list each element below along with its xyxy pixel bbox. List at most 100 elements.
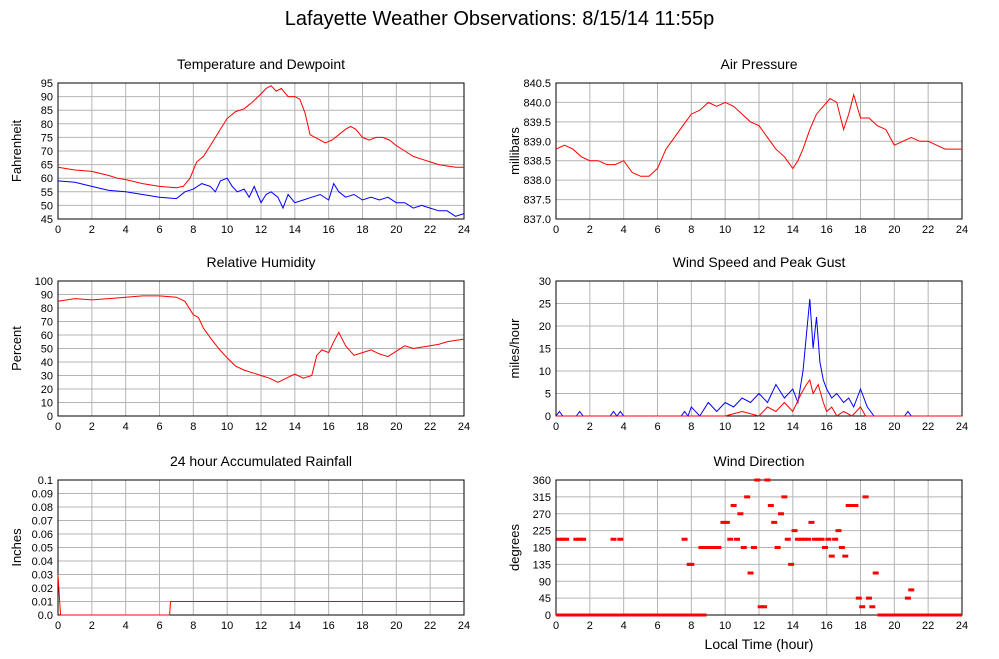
x-tick-label: 24 [458, 620, 470, 632]
data-point [580, 537, 587, 541]
x-tick-label: 14 [787, 620, 799, 632]
series-line-2 [556, 378, 962, 417]
x-tick-label: 6 [156, 421, 162, 433]
x-tick-label: 2 [89, 421, 95, 433]
plot-frame [57, 479, 465, 616]
x-tick-label: 24 [956, 421, 968, 433]
y-tick-label: 0.0 [38, 610, 53, 622]
y-tick-label: 80 [41, 119, 53, 131]
series-line-1 [555, 92, 962, 177]
x-tick-label: 18 [356, 620, 368, 632]
data-point [845, 504, 852, 507]
x-tick-label: 10 [221, 224, 233, 236]
data-point [734, 537, 741, 541]
x-tick-label: 8 [688, 620, 694, 632]
y-tick-label: 0 [545, 411, 551, 423]
x-tick-label: 22 [424, 224, 436, 236]
x-tick-label: 6 [156, 620, 162, 632]
data-point [747, 571, 754, 575]
chart-title: Relative Humidity [207, 254, 316, 270]
x-tick-label: 0 [55, 421, 61, 433]
plot-frame [57, 82, 465, 220]
y-axis-label: millibars [507, 127, 522, 175]
x-tick-label: 2 [89, 224, 95, 236]
data-point [681, 537, 688, 541]
y-tick-label: 0.05 [32, 543, 53, 555]
x-tick-label: 18 [356, 224, 368, 236]
x-tick-label: 20 [888, 224, 900, 236]
y-tick-label: 90 [41, 290, 53, 302]
data-point [737, 512, 744, 516]
chart-title: Wind Speed and Peak Gust [673, 254, 846, 270]
x-tick-label: 12 [753, 421, 765, 433]
data-point [835, 529, 842, 533]
x-tick-label: 12 [255, 421, 267, 433]
data-point [573, 537, 580, 541]
x-tick-label: 0 [553, 620, 559, 632]
data-point [727, 537, 734, 541]
y-tick-label: 80 [41, 303, 53, 315]
x-tick-label: 2 [587, 620, 593, 632]
x-tick-label: 4 [123, 421, 129, 433]
x-tick-label: 10 [221, 620, 233, 632]
data-point [576, 537, 583, 541]
y-axis-label: miles/hour [507, 318, 522, 379]
x-tick-label: 4 [123, 620, 129, 632]
x-tick-label: 16 [821, 620, 833, 632]
data-point [862, 495, 869, 499]
data-point [781, 495, 788, 499]
data-point [815, 537, 822, 541]
x-tick-label: 12 [255, 620, 267, 632]
series-line-1 [57, 295, 465, 383]
y-axis-label: degrees [507, 524, 522, 571]
y-tick-label: 65 [41, 160, 53, 172]
y-tick-label: 180 [533, 543, 551, 555]
x-tick-label: 8 [688, 421, 694, 433]
y-tick-label: 40 [41, 357, 53, 369]
y-tick-label: 30 [539, 276, 551, 288]
x-tick-label: 24 [956, 620, 968, 632]
x-tick-label: 4 [123, 224, 129, 236]
series-line-1 [57, 574, 464, 616]
y-tick-label: 95 [41, 78, 53, 90]
data-point [784, 537, 791, 541]
y-tick-label: 55 [41, 187, 53, 199]
x-tick-label: 20 [390, 620, 402, 632]
data-point [832, 537, 839, 541]
y-tick-label: 0.01 [32, 597, 53, 609]
data-point [849, 504, 856, 507]
y-tick-label: 0.07 [32, 516, 53, 528]
data-point [764, 478, 771, 482]
y-tick-label: 837.0 [523, 214, 551, 226]
data-point [698, 546, 705, 549]
y-tick-label: 135 [533, 559, 551, 571]
y-tick-label: 5 [545, 389, 551, 401]
x-tick-label: 22 [922, 620, 934, 632]
y-tick-label: 315 [533, 492, 551, 504]
y-tick-label: 0.04 [32, 556, 53, 568]
x-tick-label: 12 [255, 224, 267, 236]
y-tick-label: 45 [41, 214, 53, 226]
data-point [715, 546, 722, 549]
series-line-1 [57, 85, 464, 189]
x-tick-label: 10 [719, 224, 731, 236]
data-point [617, 537, 624, 541]
data-point [708, 546, 715, 549]
data-point [720, 520, 727, 524]
x-tick-label: 0 [553, 224, 559, 236]
x-tick-label: 8 [688, 224, 694, 236]
x-tick-label: 8 [190, 224, 196, 236]
data-point [801, 537, 808, 541]
x-tick-label: 20 [390, 224, 402, 236]
y-axis-label: Inches [9, 528, 24, 567]
x-tick-label: 6 [654, 620, 660, 632]
data-point [754, 478, 761, 482]
y-tick-label: 20 [41, 384, 53, 396]
data-point [805, 537, 812, 541]
data-point [610, 537, 617, 541]
x-tick-label: 16 [821, 421, 833, 433]
x-tick-label: 16 [323, 224, 335, 236]
